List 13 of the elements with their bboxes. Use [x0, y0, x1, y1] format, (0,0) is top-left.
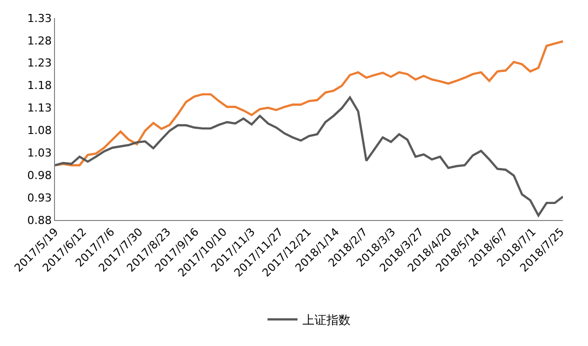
legend-label: 上证指数	[302, 313, 350, 328]
y-tick-label: 1.13	[27, 102, 52, 115]
y-tick-label: 0.93	[27, 191, 52, 204]
y-tick-label: 1.33	[27, 12, 52, 25]
line-series	[55, 40, 563, 166]
y-tick-label: 1.23	[27, 56, 52, 70]
y-tick-label: 0.88	[27, 214, 52, 227]
line-series	[55, 96, 563, 217]
y-tick-label: 1.18	[27, 79, 52, 92]
y-tick-label: 1.28	[27, 34, 52, 48]
y-tick-label: 1.08	[27, 124, 52, 138]
y-tick-label: 0.98	[27, 168, 52, 182]
y-tick-label: 1.03	[27, 146, 52, 160]
